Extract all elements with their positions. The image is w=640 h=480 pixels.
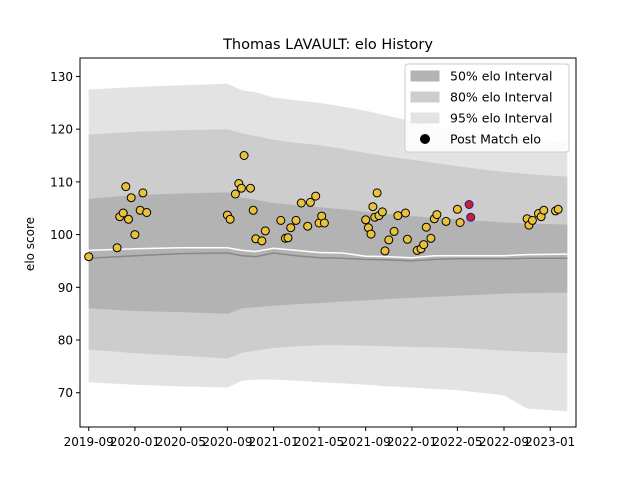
post-match-point [260, 226, 270, 236]
plot-frame [79, 57, 577, 428]
post-match-point [402, 234, 412, 244]
legend-swatch-3 [410, 112, 440, 124]
post-match-point [225, 214, 235, 224]
post-match-point [126, 193, 136, 203]
legend-label-3: 95% elo Interval [450, 111, 552, 126]
post-match-points [84, 151, 563, 262]
median-line [88, 252, 568, 262]
y-tick-label-90: 90 [58, 281, 73, 295]
post-match-point [276, 215, 286, 225]
mean-line [88, 247, 568, 259]
post-match-point-latest [466, 212, 476, 222]
post-match-point [441, 216, 451, 226]
post-match-point [527, 215, 537, 225]
legend-swatch-1 [410, 70, 440, 82]
post-match-point [553, 204, 563, 214]
post-match-point [361, 215, 371, 225]
y-tick-label-110: 110 [50, 175, 73, 189]
chart-title: Thomas LAVAULT: elo History [222, 37, 433, 53]
x-tick-label-2019-09: 2019-09 [64, 435, 114, 449]
post-match-point-latest [464, 200, 474, 209]
legend-label-2: 80% elo Interval [450, 90, 552, 105]
post-match-point [303, 221, 313, 231]
post-match-point [421, 222, 431, 232]
post-match-point [311, 191, 321, 201]
post-match-point [246, 183, 255, 193]
post-match-point [257, 236, 267, 246]
post-match-point [452, 204, 462, 214]
post-match-point [124, 214, 133, 224]
x-tick-label-2020-05: 2020-05 [156, 435, 206, 449]
post-match-point [286, 223, 296, 233]
post-match-point [319, 218, 329, 228]
x-tick-label-2021-05: 2021-05 [294, 435, 344, 449]
elo-trend-lines [88, 247, 568, 262]
post-match-point [283, 233, 293, 243]
post-match-point [372, 188, 382, 198]
post-match-point [291, 215, 301, 225]
y-tick-label-120: 120 [50, 123, 73, 137]
post-match-point [401, 208, 410, 218]
post-match-point [130, 230, 140, 240]
axes: 7080901001101201302019-092020-012020-052… [50, 57, 577, 449]
post-match-point [539, 205, 549, 215]
x-tick-label-2021-09: 2021-09 [341, 435, 391, 449]
x-tick-label-2022-01: 2022-01 [387, 435, 437, 449]
legend: 50% elo Interval 80% elo Interval 95% elo … [404, 63, 570, 153]
x-tick-label-2020-01: 2020-01 [110, 435, 160, 449]
post-match-point [239, 151, 249, 160]
x-tick-label-2020-09: 2020-09 [202, 435, 252, 449]
x-tick-label-2023-01: 2023-01 [525, 435, 575, 449]
y-axis-label: elo score [23, 217, 37, 271]
y-tick-label-70: 70 [58, 386, 73, 400]
post-match-point [368, 202, 378, 212]
post-match-point [84, 252, 94, 262]
post-match-point [142, 208, 152, 217]
post-match-point [112, 243, 122, 253]
post-match-point [118, 208, 128, 218]
post-match-point [305, 197, 315, 207]
post-match-point [389, 226, 399, 236]
post-match-point [419, 240, 429, 250]
post-match-point [296, 198, 306, 208]
post-match-point [380, 246, 390, 256]
post-match-point [432, 210, 442, 220]
post-match-point [366, 229, 376, 239]
post-match-point [377, 207, 387, 217]
y-tick-label-100: 100 [50, 228, 73, 242]
x-tick-label-2022-09: 2022-09 [479, 435, 529, 449]
post-match-point [121, 182, 131, 192]
post-match-point [236, 183, 246, 193]
post-match-point [230, 189, 240, 199]
legend-box [404, 63, 570, 153]
post-match-point [138, 188, 148, 198]
post-match-point [426, 233, 436, 243]
post-match-point [384, 235, 394, 245]
legend-label-4: Post Match elo [450, 132, 541, 147]
post-match-point [455, 218, 465, 227]
legend-swatch-2 [410, 91, 440, 103]
legend-label-1: 50% elo Interval [450, 69, 552, 84]
x-tick-label-2021-01: 2021-01 [249, 435, 299, 449]
legend-marker-post-match [420, 134, 430, 144]
y-tick-label-80: 80 [58, 334, 73, 348]
post-match-point [393, 211, 403, 221]
x-tick-label-2022-05: 2022-05 [432, 435, 482, 449]
post-match-point [248, 205, 258, 215]
y-tick-label-130: 130 [50, 70, 73, 84]
